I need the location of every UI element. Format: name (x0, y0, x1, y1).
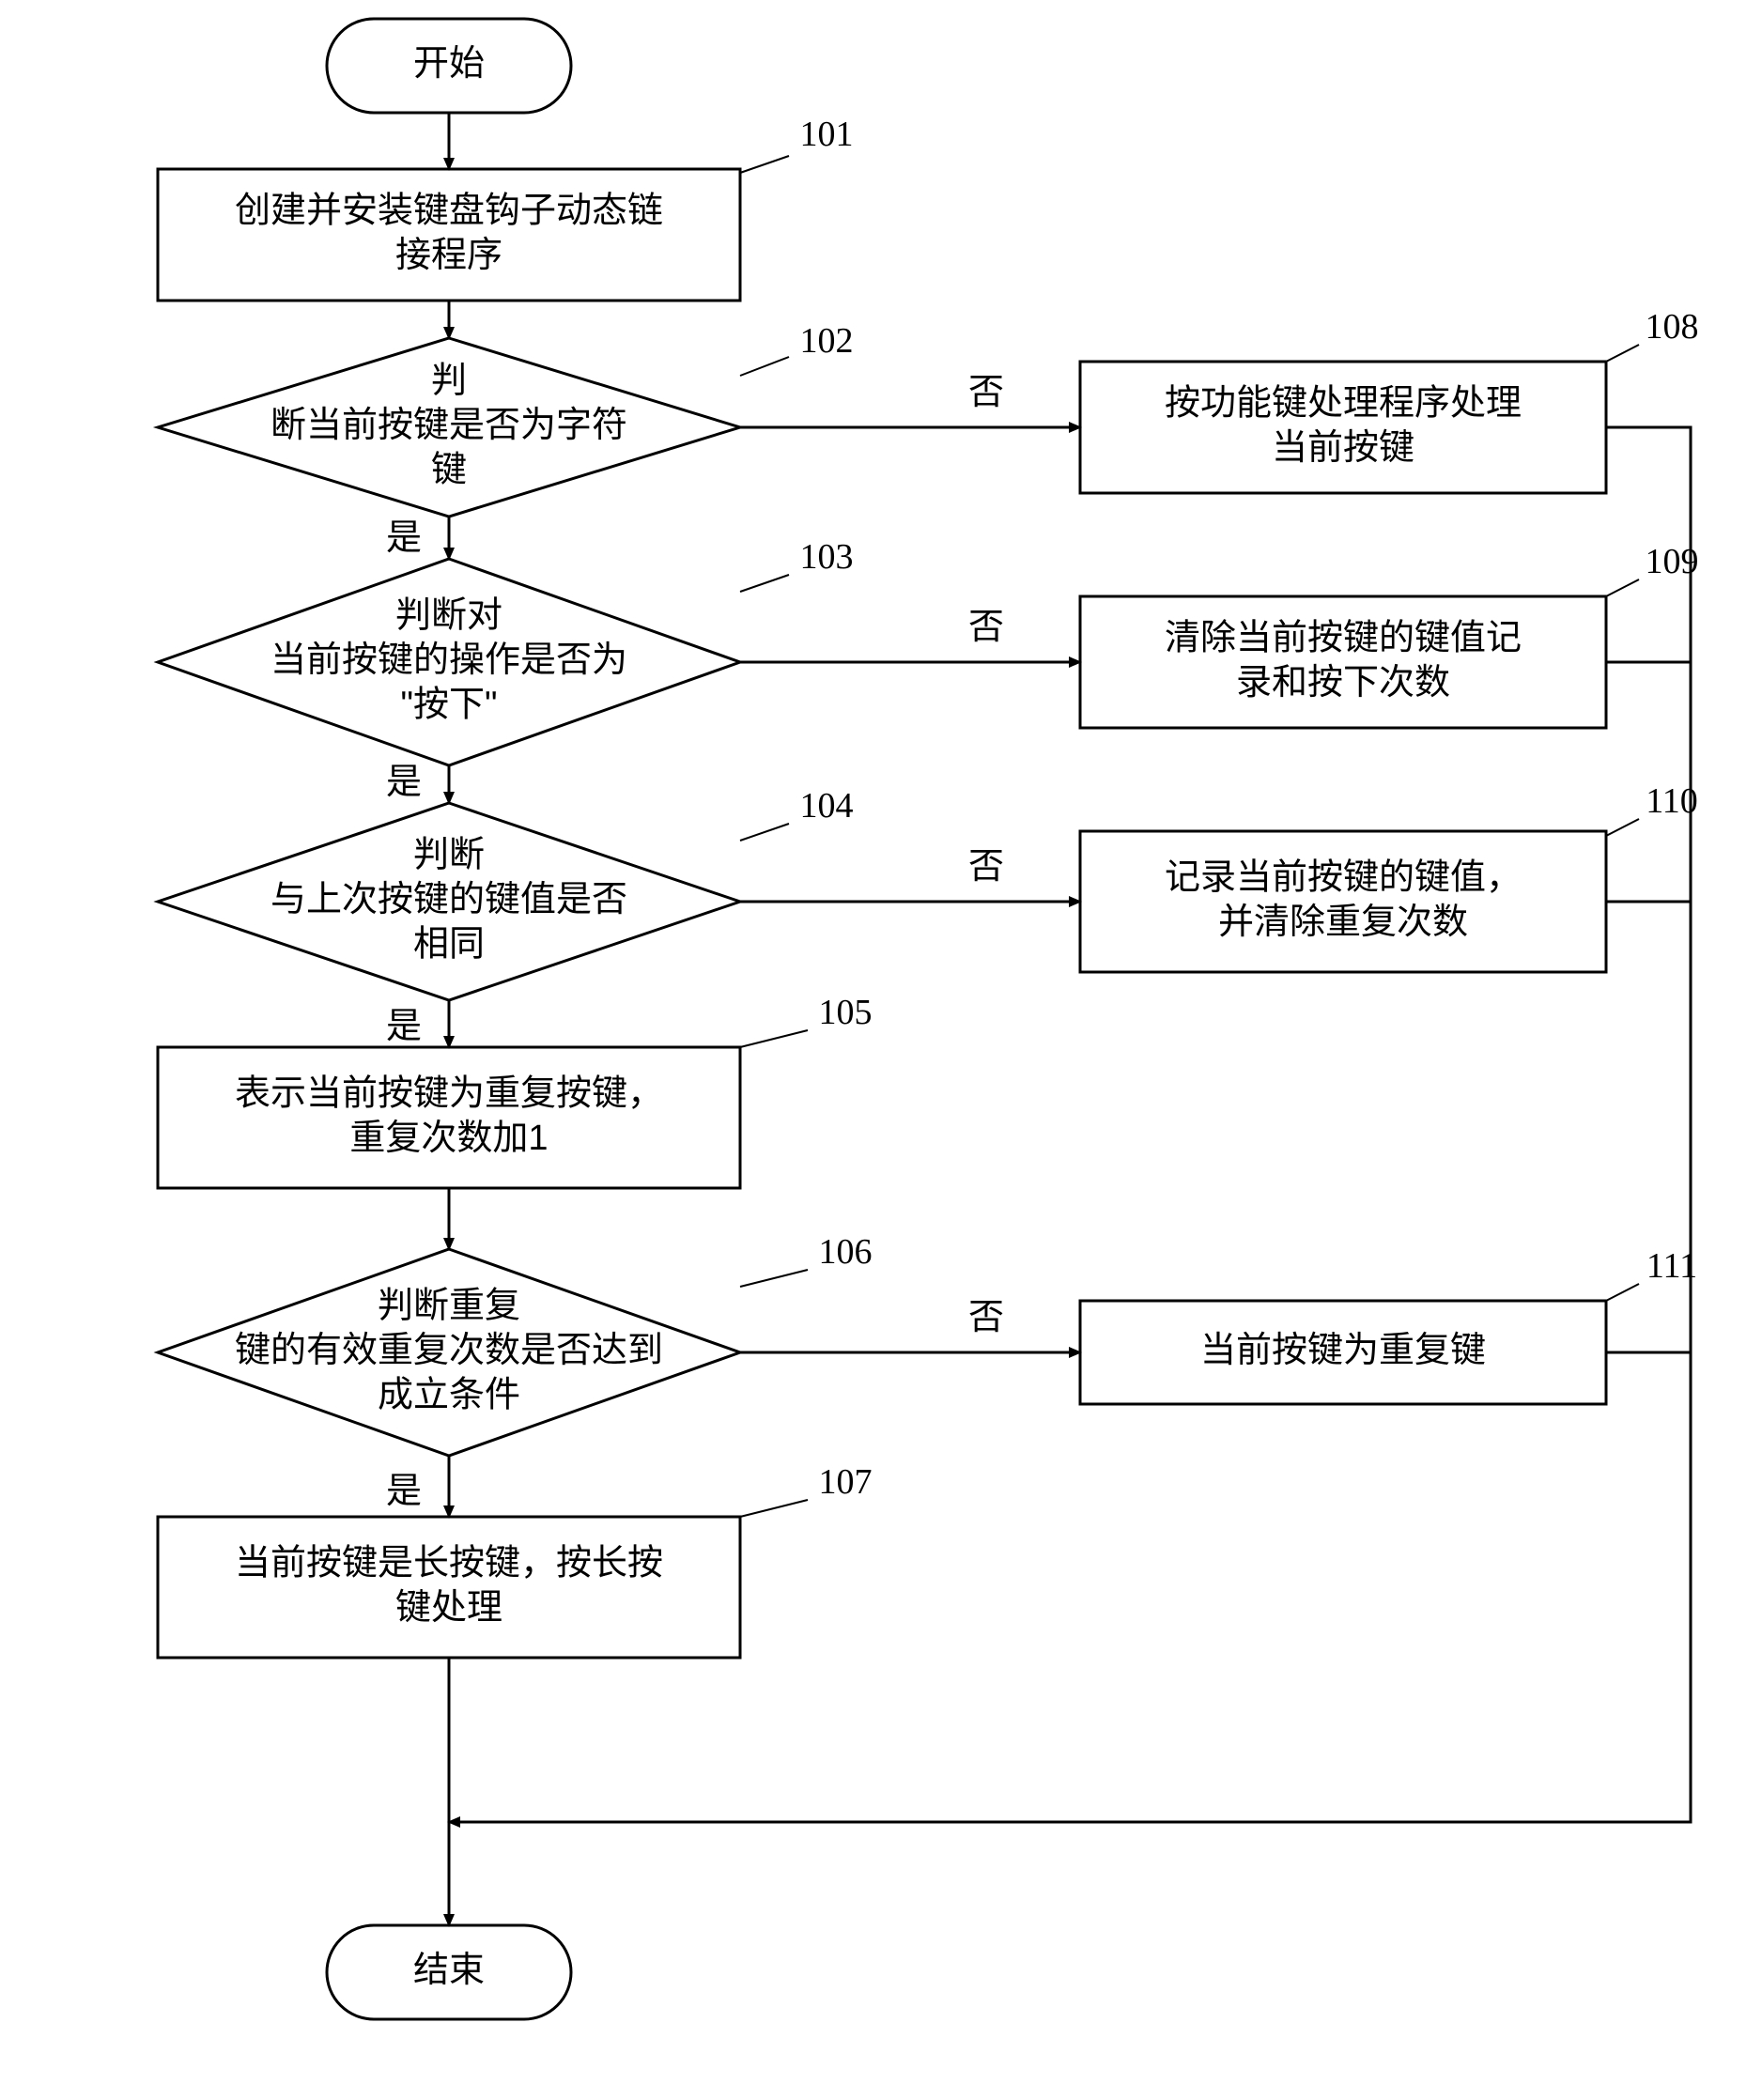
edge-label: 否 (968, 847, 1004, 887)
node-text: 键 (431, 451, 467, 490)
node-text: 开始 (413, 44, 485, 84)
node-text: 清除当前按键的键值记 (1165, 618, 1522, 657)
node-number-label: 105 (819, 993, 873, 1032)
edge-label: 否 (968, 1298, 1004, 1337)
edge-label: 是 (386, 763, 422, 802)
node-number-label: 104 (800, 786, 854, 826)
node-text: 断当前按键是否为字符 (270, 406, 627, 445)
edge-label: 否 (968, 373, 1004, 412)
node-text: 结束 (413, 1951, 485, 1990)
node-text: 键处理 (395, 1588, 502, 1628)
node-number-label: 102 (800, 321, 854, 361)
node-text: 录和按下次数 (1236, 663, 1450, 703)
node-number-label: 107 (819, 1462, 873, 1502)
node-number-label: 106 (819, 1232, 873, 1272)
node-text: 记录当前按键的键值， (1165, 857, 1522, 897)
node-text: 当前按键是长按键，按长按 (235, 1543, 663, 1583)
node-text: 判断重复 (378, 1287, 520, 1326)
node-text: 与上次按键的键值是否 (270, 880, 627, 919)
edge-label: 否 (968, 608, 1004, 647)
node-text: 按功能键处理程序处理 (1165, 383, 1522, 423)
node-number-label: 101 (800, 115, 854, 154)
node-text: 当前按键为重复键 (1200, 1331, 1486, 1370)
node-text: 表示当前按键为重复按键， (235, 1073, 663, 1113)
node-text: 键的有效重复次数是否达到 (235, 1331, 663, 1370)
node-text: 判断对 (395, 596, 502, 636)
node-text: 相同 (413, 925, 485, 965)
node-text: 重复次数加1 (349, 1119, 548, 1158)
flowchart-canvas: 开始创建并安装键盘钩子动态链接程序101判断当前按键是否为字符键102判断对当前… (0, 0, 1762, 2100)
node-text: 判断 (413, 836, 485, 875)
node-text: 创建并安装键盘钩子动态链 (235, 191, 663, 230)
node-text: 当前按键 (1272, 428, 1414, 468)
node-text: 接程序 (395, 236, 502, 275)
edge-label: 是 (386, 1472, 422, 1511)
node-text: 当前按键的操作是否为 (270, 641, 627, 680)
edge-label: 是 (386, 1007, 422, 1046)
node-text: 成立条件 (378, 1376, 520, 1415)
node-text: 并清除重复次数 (1218, 903, 1468, 942)
node-number-label: 108 (1646, 307, 1699, 347)
node-text: 判 (431, 362, 467, 401)
node-text: "按下" (401, 686, 498, 725)
node-number-label: 103 (800, 537, 854, 577)
edge-label: 是 (386, 518, 422, 558)
